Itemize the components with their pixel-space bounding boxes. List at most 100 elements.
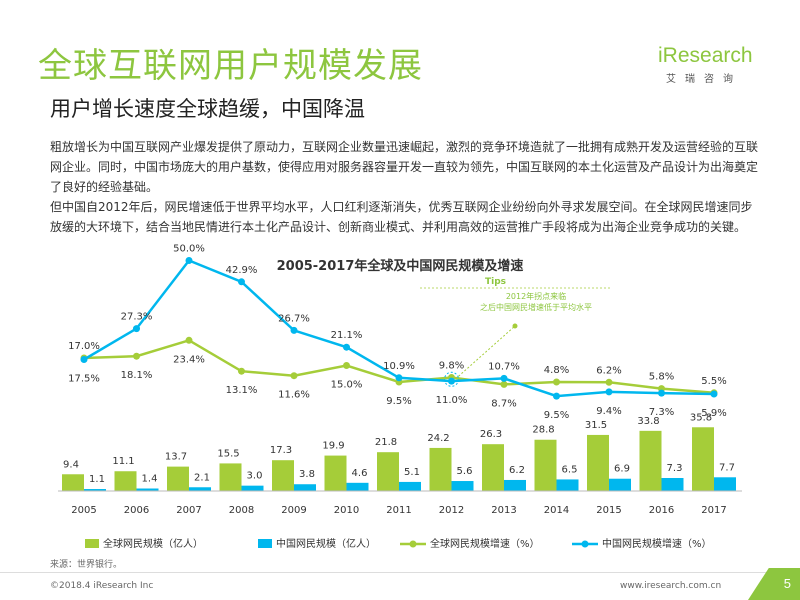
bar-china bbox=[399, 481, 421, 491]
bar-label-china: 5.1 bbox=[404, 467, 420, 478]
legend-swatch-china-bar bbox=[258, 539, 272, 548]
china-growth-point bbox=[553, 392, 560, 400]
x-tick-label: 2010 bbox=[334, 505, 359, 516]
bar-label-china: 5.6 bbox=[457, 466, 473, 477]
global-growth-label: 7.3% bbox=[649, 407, 674, 418]
china-growth-label: 4.8% bbox=[544, 365, 569, 376]
china-growth-label: 21.1% bbox=[331, 330, 363, 341]
bar-china bbox=[609, 478, 631, 491]
iresearch-logo: iResearch 艾瑞咨询 bbox=[658, 44, 758, 85]
global-growth-point bbox=[343, 362, 350, 369]
x-tick-label: 2013 bbox=[491, 505, 516, 516]
bar-global bbox=[219, 463, 242, 491]
bar-label-global: 26.3 bbox=[480, 429, 502, 440]
bar-label-global: 13.7 bbox=[165, 452, 187, 463]
china-growth-point bbox=[238, 278, 245, 286]
china-growth-point bbox=[500, 374, 508, 382]
bar-china bbox=[241, 485, 264, 491]
china-growth-point bbox=[290, 326, 298, 334]
china-growth-label: 42.9% bbox=[226, 265, 258, 276]
bar-label-global: 17.3 bbox=[270, 445, 292, 456]
x-tick-label: 2005 bbox=[71, 505, 96, 516]
bar-label-china: 3.8 bbox=[299, 469, 315, 480]
global-growth-point bbox=[605, 378, 613, 386]
page-subtitle: 用户增长速度全球趋缓，中国降温 bbox=[50, 97, 365, 121]
annotation-circle bbox=[444, 371, 459, 387]
china-growth-point bbox=[133, 325, 140, 333]
bar-global bbox=[692, 427, 714, 491]
bar-label-global: 24.2 bbox=[427, 433, 449, 444]
bar-label-china: 7.3 bbox=[667, 463, 683, 474]
bar-label-global: 31.5 bbox=[585, 420, 607, 431]
bar-china bbox=[346, 482, 369, 491]
china-growth-label: 26.7% bbox=[278, 313, 310, 324]
x-tick-label: 2009 bbox=[281, 505, 306, 516]
footer-divider bbox=[0, 572, 800, 573]
bar-label-china: 6.2 bbox=[509, 465, 525, 476]
global-growth-label: 15.0% bbox=[331, 380, 363, 391]
footer-copyright: ©2018.4 iResearch Inc bbox=[50, 581, 154, 591]
x-tick-label: 2016 bbox=[649, 505, 674, 516]
global-growth-label: 11.6% bbox=[278, 390, 310, 401]
bar-label-global: 11.1 bbox=[112, 456, 134, 467]
china-growth-label: 17.0% bbox=[68, 341, 100, 352]
legend-label: 中国网民规模（亿人） bbox=[276, 537, 376, 550]
annotation-dot bbox=[512, 323, 518, 329]
global-growth-point bbox=[290, 372, 298, 380]
global-growth-point bbox=[553, 378, 560, 386]
china-growth-label: 27.3% bbox=[121, 312, 153, 323]
legend-label: 中国网民规模增速（%） bbox=[602, 537, 712, 550]
paragraph-2: 但中国自2012年后，网民增速低于世界平均水平，人口红利逐渐消失，优秀互联网企业… bbox=[50, 200, 753, 234]
global-growth-point bbox=[133, 352, 140, 360]
legend-swatch-global-bar bbox=[85, 539, 99, 548]
bar-china bbox=[556, 479, 579, 491]
china-growth-label: 9.8% bbox=[439, 361, 464, 372]
bar-label-global: 15.5 bbox=[217, 448, 239, 459]
legend-label: 全球网民规模（亿人） bbox=[103, 537, 203, 550]
bar-label-china: 6.9 bbox=[614, 464, 630, 475]
china-growth-point bbox=[658, 389, 665, 397]
chart-title: 2005-2017年全球及中国网民规模及增速 bbox=[276, 259, 524, 274]
logo-sub-text: 艾瑞咨询 bbox=[666, 74, 742, 85]
x-tick-label: 2007 bbox=[176, 505, 201, 516]
china-growth-point bbox=[185, 257, 193, 264]
bar-global bbox=[639, 430, 662, 491]
bar-label-china: 1.4 bbox=[142, 474, 158, 485]
bar-china bbox=[84, 489, 106, 491]
china-growth-point bbox=[343, 343, 350, 351]
x-tick-label: 2012 bbox=[439, 505, 464, 516]
x-tick-label: 2014 bbox=[544, 505, 569, 516]
bar-label-china: 1.1 bbox=[89, 474, 105, 485]
bar-label-china: 7.7 bbox=[719, 462, 735, 473]
legend-label: 全球网民规模增速（%） bbox=[430, 537, 540, 550]
bar-global bbox=[377, 452, 399, 491]
bar-china bbox=[136, 488, 159, 491]
bar-global bbox=[324, 455, 347, 491]
source-note: 来源：世界银行。 bbox=[50, 560, 123, 570]
annotation-text: 2012年拐点来临 bbox=[506, 291, 566, 301]
bar-global bbox=[272, 460, 294, 491]
bar-label-global: 9.4 bbox=[63, 459, 79, 470]
global-growth-label: 5.9% bbox=[701, 408, 726, 419]
china-growth-label: 10.7% bbox=[488, 361, 520, 372]
x-tick-label: 2008 bbox=[229, 505, 254, 516]
global-growth-label: 11.0% bbox=[436, 395, 468, 406]
legend-swatch-china-point bbox=[581, 540, 589, 548]
bar-label-china: 6.5 bbox=[562, 464, 578, 475]
bar-label-china: 3.0 bbox=[247, 471, 263, 482]
bar-label-global: 35.8 bbox=[690, 412, 712, 423]
body-text: 粗放增长为中国互联网产业爆发提供了原动力，互联网企业数量迅速崛起，激烈的竞争环境… bbox=[50, 137, 762, 237]
bar-china bbox=[189, 487, 211, 491]
logo-main-text: iResearch bbox=[658, 44, 753, 67]
global-growth-label: 13.1% bbox=[226, 385, 258, 396]
bar-global bbox=[114, 471, 137, 491]
china-growth-point bbox=[448, 377, 455, 385]
global-growth-point bbox=[185, 336, 193, 344]
paragraph-1: 粗放增长为中国互联网产业爆发提供了原动力，互联网企业数量迅速崛起，激烈的竞争环境… bbox=[50, 140, 759, 194]
china-growth-label: 50.0% bbox=[173, 244, 205, 255]
global-growth-label: 9.4% bbox=[596, 406, 621, 417]
x-tick-label: 2017 bbox=[701, 505, 726, 516]
global-growth-label: 9.5% bbox=[386, 396, 411, 407]
china-growth-label: 10.9% bbox=[383, 361, 415, 372]
global-growth-point bbox=[238, 367, 245, 375]
